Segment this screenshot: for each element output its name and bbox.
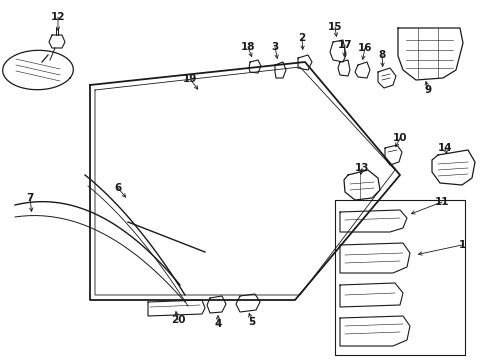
Text: 13: 13 [355, 163, 369, 173]
Text: 3: 3 [271, 42, 279, 52]
Text: 11: 11 [435, 197, 449, 207]
Text: 9: 9 [424, 85, 432, 95]
Text: 16: 16 [358, 43, 372, 53]
Text: 7: 7 [26, 193, 34, 203]
Text: 8: 8 [378, 50, 386, 60]
Text: 15: 15 [328, 22, 342, 32]
Text: 12: 12 [51, 12, 65, 22]
Text: 4: 4 [214, 319, 221, 329]
Text: 17: 17 [338, 40, 352, 50]
Text: 14: 14 [438, 143, 452, 153]
Text: 20: 20 [171, 315, 185, 325]
Text: 5: 5 [248, 317, 256, 327]
Text: 1: 1 [458, 240, 466, 250]
Text: 6: 6 [114, 183, 122, 193]
Text: 10: 10 [393, 133, 407, 143]
Text: 18: 18 [241, 42, 255, 52]
Text: 19: 19 [183, 74, 197, 84]
Text: 2: 2 [298, 33, 306, 43]
